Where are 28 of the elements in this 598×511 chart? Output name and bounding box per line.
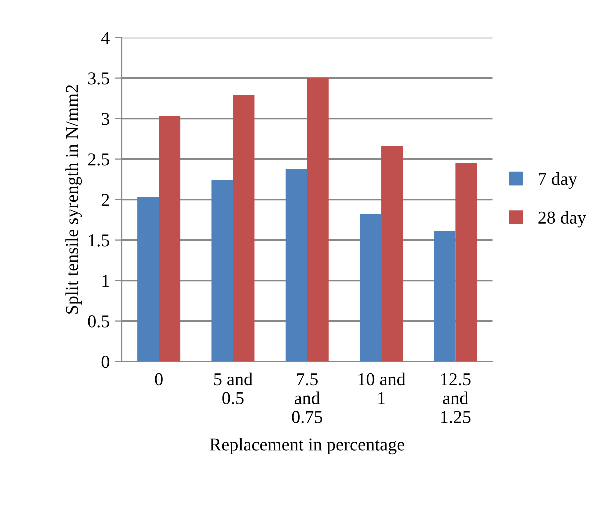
legend-label: 7 day: [539, 172, 578, 189]
bar: [286, 169, 308, 362]
bar: [212, 180, 234, 362]
y-axis-title: Split tensile syrength in N/mm2: [66, 85, 82, 314]
y-tick-label: 1.5: [89, 234, 110, 247]
bar: [233, 95, 255, 362]
bar: [360, 214, 382, 362]
bar: [138, 197, 160, 362]
legend-label: 28 day: [538, 211, 586, 228]
y-tick-label: 0.5: [88, 316, 110, 328]
y-tick-label: 2.5: [88, 154, 110, 166]
x-tick-label: 12.5 and 1.25: [441, 373, 471, 424]
bar: [456, 163, 478, 362]
x-tick-label: 5 and 0.5: [214, 372, 253, 405]
y-tick-label: 4: [102, 32, 110, 44]
x-tick-label: 7.5 and 0.75: [292, 374, 322, 424]
bar: [382, 146, 404, 362]
y-tick-label: 3.5: [88, 72, 110, 85]
x-tick-label: 0: [155, 373, 163, 386]
x-tick-label: 10 and 1: [358, 372, 406, 404]
y-tick-label: 0: [102, 356, 110, 368]
y-tick-label: 1: [102, 275, 110, 288]
y-tick-label: 2: [102, 194, 110, 206]
x-axis-title: Replacement in percentage: [210, 438, 404, 455]
bar: [307, 78, 329, 362]
y-tick-label: 3: [102, 113, 110, 126]
bar: [434, 231, 456, 362]
bar: [159, 116, 181, 362]
